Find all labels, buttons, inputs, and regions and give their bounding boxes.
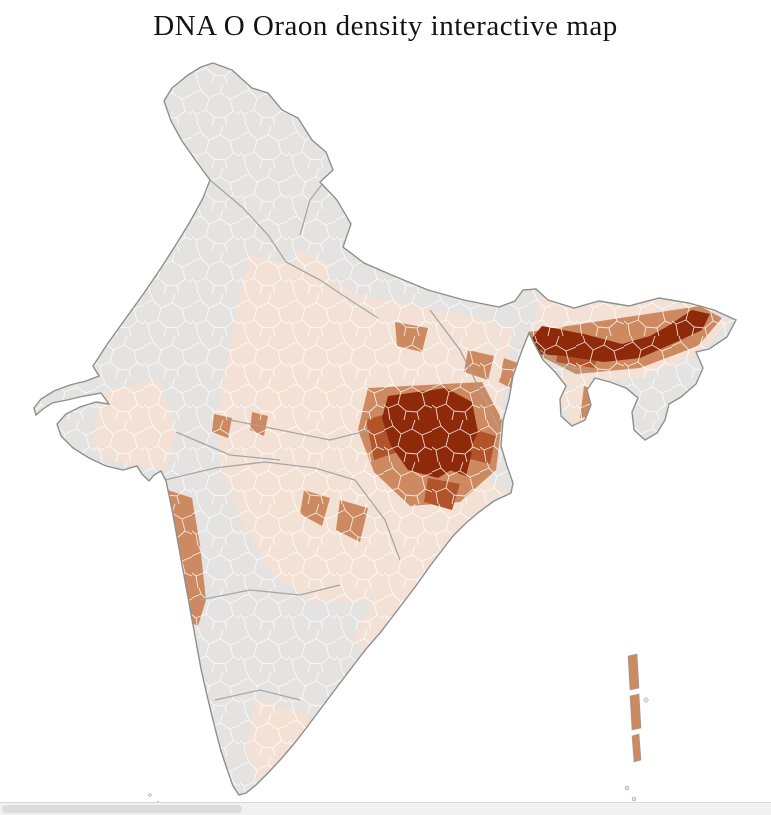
page-title: DNA O Oraon density interactive map [153, 10, 618, 42]
island-region-2[interactable] [629, 693, 642, 731]
island-region-1[interactable] [627, 653, 640, 691]
scrollbar-thumb[interactable] [2, 805, 242, 813]
district-region-dark-gray[interactable] [510, 450, 534, 480]
state-boundaries [164, 169, 591, 701]
horizontal-scrollbar[interactable] [0, 802, 771, 815]
island-dot-gray[interactable] [643, 697, 649, 703]
island-region-3[interactable] [631, 733, 642, 763]
island-chain[interactable] [627, 653, 649, 763]
